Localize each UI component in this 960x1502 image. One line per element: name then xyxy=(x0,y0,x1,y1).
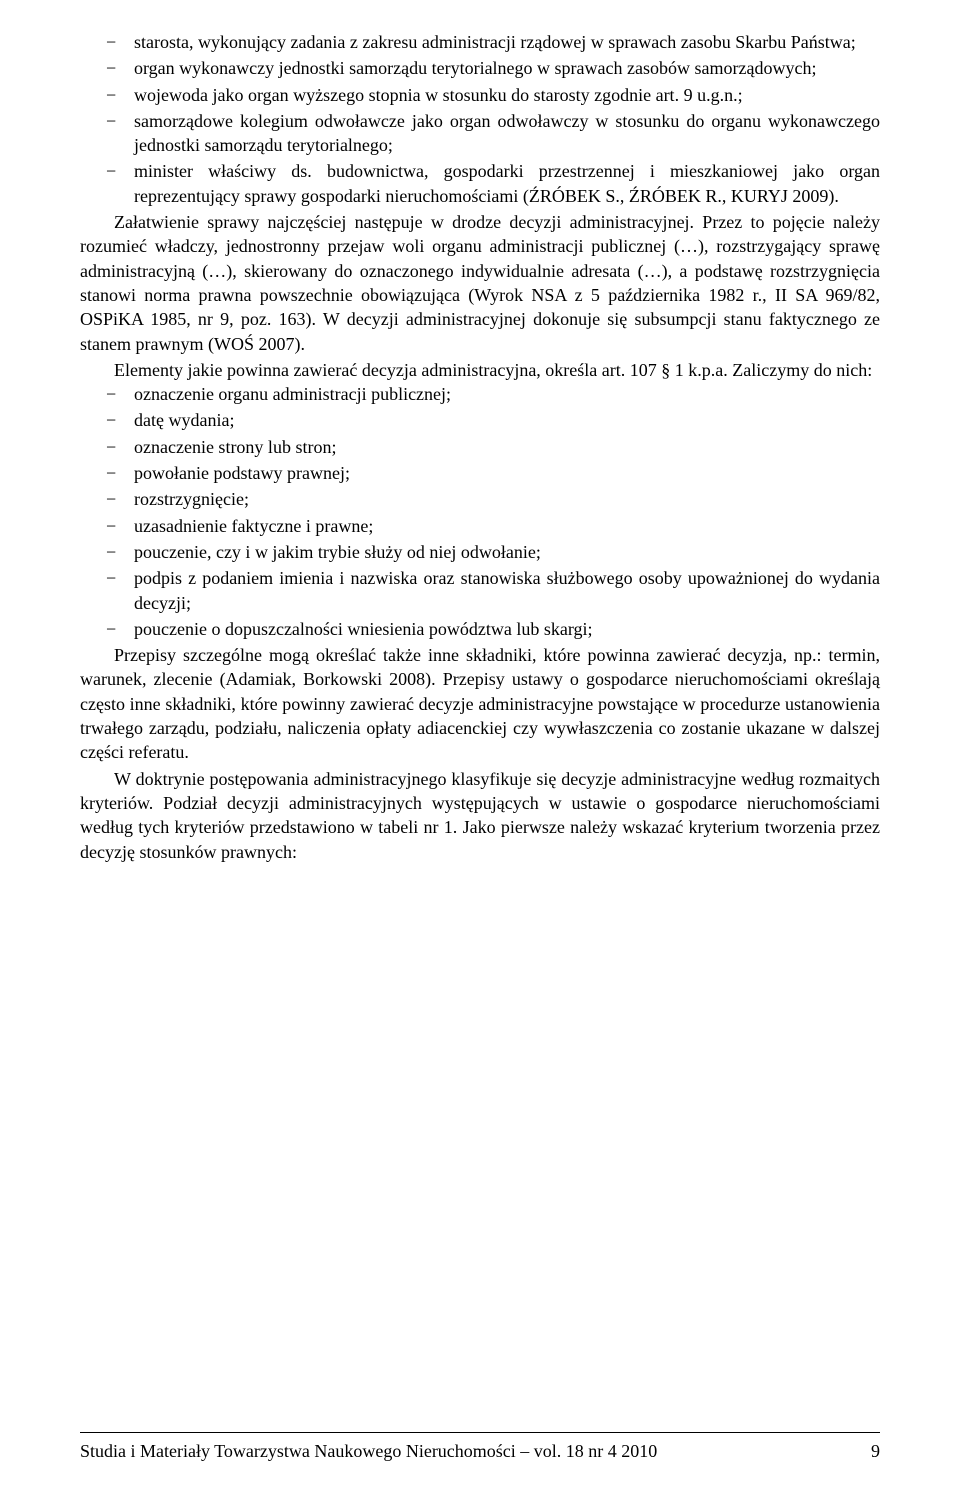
list-item: minister właściwy ds. budownictwa, gospo… xyxy=(106,159,880,208)
paragraph: Elementy jakie powinna zawierać decyzja … xyxy=(80,358,880,382)
paragraph: W doktrynie postępowania administracyjne… xyxy=(80,767,880,864)
list-item: oznaczenie strony lub stron; xyxy=(106,435,880,459)
body-text: Załatwienie sprawy najczęściej następuje… xyxy=(80,212,880,353)
citation-author: ŹRÓBEK xyxy=(529,186,601,206)
list-item: pouczenie, czy i w jakim trybie służy od… xyxy=(106,540,880,564)
list-item: pouczenie o dopuszczalności wniesienia p… xyxy=(106,617,880,641)
paragraph: Przepisy szczególne mogą określać także … xyxy=(80,643,880,764)
list-item: uzasadnienie faktyczne i prawne; xyxy=(106,514,880,538)
mid-bullet-list: oznaczenie organu administracji publiczn… xyxy=(80,382,880,641)
list-item: rozstrzygnięcie; xyxy=(106,487,880,511)
body-text: S., xyxy=(601,186,629,206)
list-item: oznaczenie organu administracji publiczn… xyxy=(106,382,880,406)
list-item: wojewoda jako organ wyższego stopnia w s… xyxy=(106,83,880,107)
list-item: podpis z podaniem imienia i nazwiska ora… xyxy=(106,566,880,615)
top-bullet-list: starosta, wykonujący zadania z zakresu a… xyxy=(80,30,880,208)
list-item: powołanie podstawy prawnej; xyxy=(106,461,880,485)
paragraph: Załatwienie sprawy najczęściej następuje… xyxy=(80,210,880,356)
footer-publication-info: Studia i Materiały Towarzystwa Naukowego… xyxy=(80,1441,657,1462)
footer-page-number: 9 xyxy=(871,1441,880,1462)
page-body: starosta, wykonujący zadania z zakresu a… xyxy=(80,30,880,864)
citation-author: (WOŚ xyxy=(208,334,259,354)
body-text: 2007). xyxy=(258,334,305,354)
list-item: starosta, wykonujący zadania z zakresu a… xyxy=(106,30,880,54)
citation-author: ŹRÓBEK xyxy=(629,186,701,206)
body-text: 2009). xyxy=(788,186,839,206)
citation-author: KURYJ xyxy=(731,186,788,206)
list-item: datę wydania; xyxy=(106,408,880,432)
body-text: R., xyxy=(701,186,731,206)
list-item: samorządowe kolegium odwoławcze jako org… xyxy=(106,109,880,158)
page-footer: Studia i Materiały Towarzystwa Naukowego… xyxy=(80,1432,880,1462)
list-item: organ wykonawczy jednostki samorządu ter… xyxy=(106,56,880,80)
